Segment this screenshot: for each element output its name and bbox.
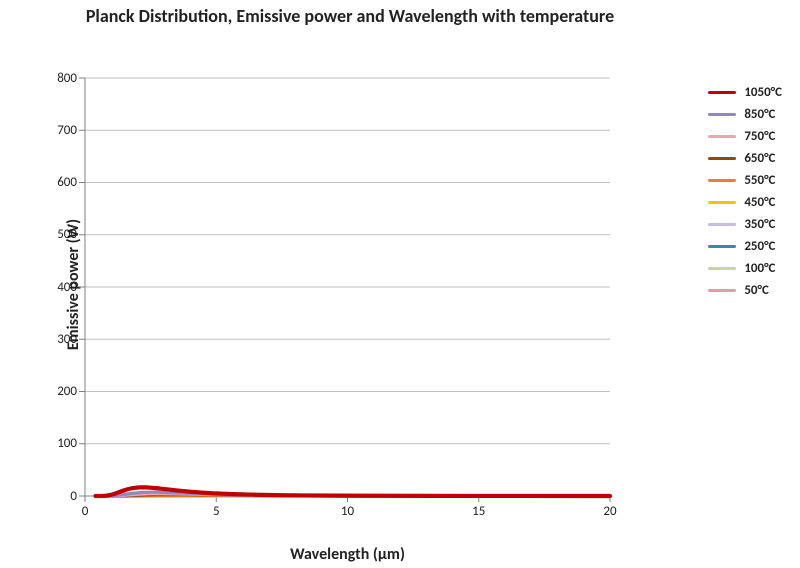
y-tick: 500: [35, 227, 77, 242]
legend-item: 850°C: [708, 108, 782, 121]
legend-label: 850°C: [744, 108, 775, 121]
legend-swatch: [708, 201, 736, 205]
legend-label: 550°C: [744, 174, 775, 187]
legend: 1050°C 850°C 750°C 650°C 550°C 450°C 350°C 250°…: [708, 86, 782, 306]
y-tick: 600: [35, 175, 77, 190]
y-tick: 100: [35, 436, 77, 451]
legend-item: 350°C: [708, 218, 782, 231]
x-tick: 10: [341, 504, 354, 519]
legend-item: 450°C: [708, 196, 782, 209]
y-tick: 400: [35, 280, 77, 295]
chart-container: { "chart": { "type": "line", "title": "P…: [0, 0, 800, 568]
legend-label: 450°C: [744, 196, 775, 209]
legend-label: 1050°C: [744, 86, 782, 99]
legend-item: 650°C: [708, 152, 782, 165]
y-tick: 0: [35, 489, 77, 504]
legend-item: 750°C: [708, 130, 782, 143]
legend-swatch: [708, 245, 736, 249]
legend-label: 100°C: [744, 262, 775, 275]
legend-swatch: [708, 223, 736, 227]
legend-label: 750°C: [744, 130, 775, 143]
y-tick: 300: [35, 332, 77, 347]
legend-swatch: [708, 113, 736, 117]
legend-swatch: [708, 157, 736, 161]
legend-item: 1050°C: [708, 86, 782, 99]
legend-label: 650°C: [744, 152, 775, 165]
legend-swatch: [708, 289, 736, 293]
legend-item: 250°C: [708, 240, 782, 253]
x-tick: 5: [213, 504, 220, 519]
legend-item: 550°C: [708, 174, 782, 187]
legend-swatch: [708, 267, 736, 271]
y-tick: 200: [35, 384, 77, 399]
x-tick: 15: [472, 504, 485, 519]
x-tick: 0: [82, 504, 89, 519]
legend-item: 50°C: [708, 284, 782, 297]
x-tick: 20: [603, 504, 616, 519]
legend-label: 50°C: [744, 284, 769, 297]
plot-svg: [0, 0, 800, 568]
legend-label: 350°C: [744, 218, 775, 231]
y-tick: 800: [35, 71, 77, 86]
legend-swatch: [708, 135, 736, 139]
legend-swatch: [708, 179, 736, 183]
legend-item: 100°C: [708, 262, 782, 275]
legend-label: 250°C: [744, 240, 775, 253]
legend-swatch: [708, 91, 736, 95]
y-tick: 700: [35, 123, 77, 138]
